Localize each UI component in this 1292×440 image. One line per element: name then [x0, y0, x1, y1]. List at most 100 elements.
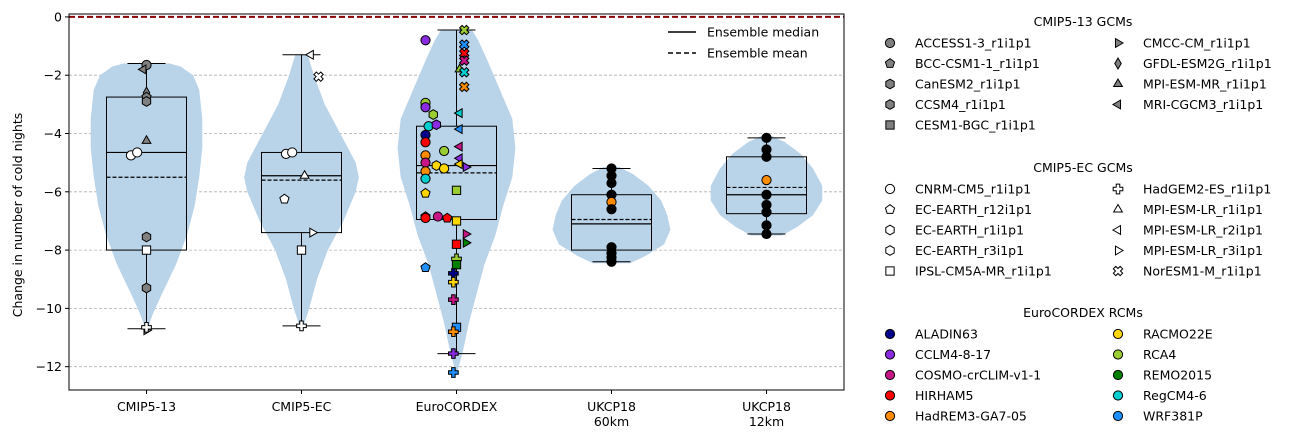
data-point — [287, 147, 298, 158]
data-point — [451, 185, 462, 195]
legend-marker — [884, 37, 896, 49]
data-point — [439, 145, 450, 157]
legend-label: MPI-ESM-LR_r2i1p1 — [1143, 223, 1263, 238]
legend-label: COSMO-crCLIM-v1-1 — [915, 368, 1041, 383]
legend-marker — [1112, 203, 1124, 213]
data-point — [453, 123, 463, 135]
legend-label: EC-EARTH_r3i1p1 — [915, 243, 1024, 258]
legend-marker — [1112, 328, 1124, 340]
legend-group-title: CMIP5-EC GCMs — [1033, 160, 1133, 175]
x-tick-label: EuroCORDEX — [416, 399, 498, 414]
legend-label: ALADIN63 — [915, 327, 978, 342]
data-point — [279, 193, 290, 204]
legend-marker — [884, 390, 896, 401]
data-point — [448, 348, 459, 359]
legend-label: RegCM4-6 — [1143, 388, 1207, 403]
legend-marker — [1114, 37, 1125, 49]
legend-label: MRI-CGCM3_r1i1p1 — [1143, 97, 1263, 112]
data-point — [761, 175, 772, 186]
data-point — [420, 102, 431, 113]
data-point — [453, 107, 463, 119]
data-point — [761, 151, 772, 162]
data-point — [761, 207, 772, 218]
data-point — [462, 237, 472, 249]
data-point — [432, 211, 443, 222]
x-tick-label: UKCP18 — [742, 399, 791, 414]
violin — [397, 30, 516, 373]
x-tick-label: CMIP5-13 — [117, 399, 176, 414]
legend-marker — [885, 266, 895, 276]
x-tick-label: UKCP18 — [587, 399, 636, 414]
data-point — [458, 24, 470, 36]
legend-label: CMCC-CM_r1i1p1 — [1143, 36, 1251, 51]
legend-label: HadREM3-GA7-05 — [915, 409, 1027, 424]
data-point — [420, 173, 431, 184]
legend-label: RCA4 — [1143, 347, 1176, 362]
y-tick-label: −2 — [44, 68, 62, 83]
legend-marker — [1112, 183, 1124, 195]
data-point — [453, 158, 463, 170]
y-tick-label: −6 — [44, 184, 62, 199]
violin — [552, 167, 671, 264]
legend-label: NorESM1-M_r1i1p1 — [1143, 264, 1262, 279]
data-point — [141, 322, 152, 333]
inner-legend-label: Ensemble median — [707, 25, 819, 40]
legend-label: GFDL-ESM2G_r1i1p1 — [1143, 56, 1272, 71]
legend-marker — [885, 78, 895, 90]
legend-marker — [885, 245, 895, 256]
data-point — [141, 282, 152, 294]
legend-label: CCSM4_r1i1p1 — [915, 97, 1006, 112]
data-point — [606, 177, 617, 189]
data-point — [141, 96, 152, 107]
data-point — [439, 163, 450, 174]
data-point — [296, 320, 307, 332]
legend-label: MPI-ESM-MR_r1i1p1 — [1143, 77, 1267, 92]
box-iqr — [261, 151, 342, 234]
data-point — [141, 231, 152, 243]
legend-label: EC-EARTH_r1i1p1 — [915, 223, 1024, 238]
inner-legend-label: Ensemble mean — [707, 46, 808, 61]
data-point — [141, 245, 152, 255]
data-point — [451, 239, 462, 249]
y-tick-label: −12 — [36, 359, 62, 374]
legend-marker — [1112, 410, 1124, 422]
data-point — [462, 161, 472, 173]
legend-marker — [1112, 77, 1124, 88]
violin — [90, 63, 203, 331]
legend-marker — [884, 410, 896, 422]
x-tick-label: 60km — [594, 414, 629, 429]
inner-legend: Ensemble median Ensemble mean — [668, 25, 819, 61]
legend-marker — [884, 183, 896, 195]
data-point — [420, 262, 431, 272]
violin — [244, 54, 359, 328]
plot-area — [68, 13, 845, 391]
legend-marker — [1114, 245, 1125, 256]
legend-marker — [884, 349, 896, 360]
legend-marker — [1112, 349, 1124, 360]
legend-label: IPSL-CM5A-MR_r1i1p1 — [915, 264, 1052, 279]
y-tick-label: 0 — [54, 9, 62, 24]
data-point — [462, 228, 472, 240]
data-point — [428, 109, 438, 120]
data-point — [431, 119, 442, 131]
data-point — [296, 245, 307, 255]
data-point — [451, 216, 462, 226]
data-point — [431, 160, 442, 171]
legend-label: HadGEM2-ES_r1i1p1 — [1143, 182, 1271, 197]
data-point — [309, 227, 319, 238]
legend-label: EC-EARTH_r12i1p1 — [915, 202, 1032, 217]
legend-label: CNRM-CM5_r1i1p1 — [915, 182, 1031, 197]
legend-marker — [1112, 265, 1124, 277]
legend-label: MPI-ESM-LR_r3i1p1 — [1143, 243, 1263, 258]
legend-label: CESM1-BGC_r1i1p1 — [915, 118, 1036, 133]
legend-marker — [884, 204, 896, 214]
legend-label: WRF381P — [1143, 409, 1203, 424]
legend-label: RACMO22E — [1143, 327, 1213, 342]
data-point — [761, 220, 772, 231]
y-axis: 0 −2 −4 −6 −8 −10 −12 — [36, 9, 69, 374]
data-point — [420, 157, 431, 168]
legend-label: CCLM4-8-17 — [915, 347, 991, 362]
y-tick-label: −8 — [44, 243, 62, 258]
data-point — [761, 189, 772, 200]
